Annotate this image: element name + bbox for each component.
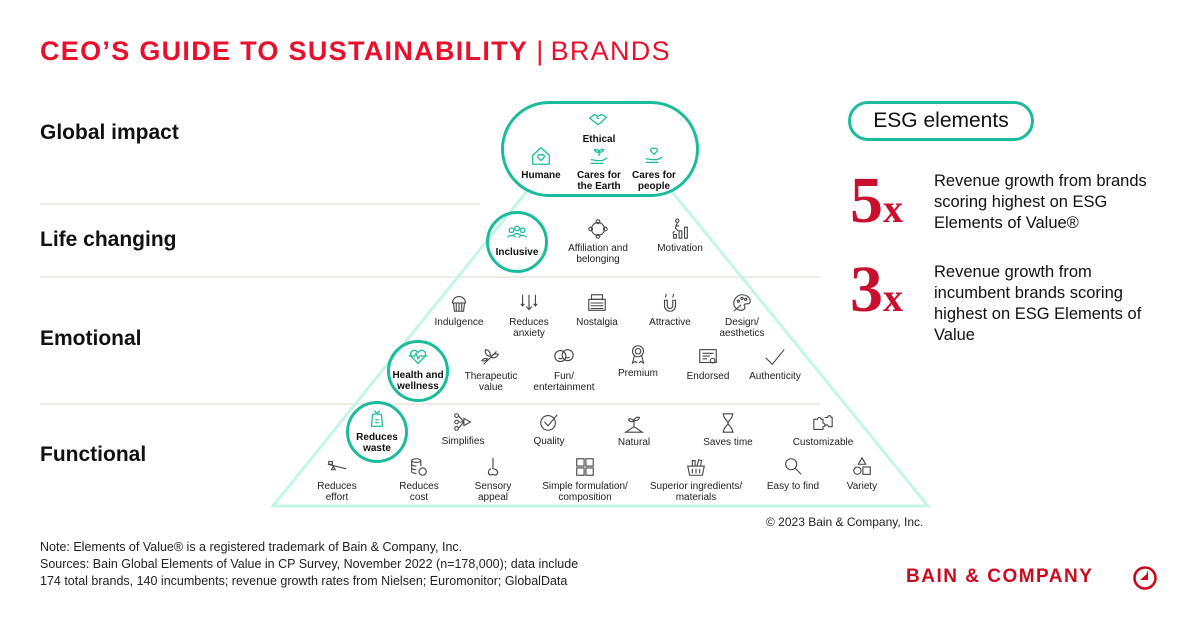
heartbeat-icon (408, 349, 428, 365)
element-fun-entertainment: Fun/ entertainment (514, 346, 614, 393)
element-cares-for-earth: Cares for the Earth (569, 145, 629, 192)
down-arrows-icon (520, 294, 538, 311)
esg-ring-inclusive (486, 211, 548, 273)
element-affiliation: Affiliation and belonging (548, 218, 648, 265)
leaves-icon (481, 349, 500, 365)
tier-divider (40, 276, 820, 278)
page-title: CEO’S GUIDE TO SUSTAINABILITY | BRANDS (40, 36, 671, 67)
bain-logo-text: BAIN & COMPANY (906, 566, 1094, 587)
stat-5x-text: Revenue growth from brands scoring highe… (934, 172, 1147, 232)
element-nostalgia: Nostalgia (547, 292, 647, 328)
element-reduces-anxiety: Reduces anxiety (479, 292, 579, 339)
waste-bag-icon (370, 410, 384, 427)
element-reduces-waste: Reduces waste (347, 407, 407, 454)
element-saves-time: Saves time (678, 412, 778, 448)
element-authenticity: Authenticity (725, 346, 825, 382)
climbing-person-icon (672, 218, 688, 239)
award-ribbon-icon (631, 345, 645, 365)
check-circle-icon (540, 414, 558, 431)
grid-icon (576, 458, 594, 476)
title-separator: | (536, 36, 545, 66)
element-superior-ingredients: Superior ingredients/ materials (636, 456, 756, 503)
tier-label-functional: Functional (40, 443, 147, 466)
basket-icon (687, 458, 705, 476)
chat-faces-icon (554, 349, 574, 363)
magnet-icon (663, 293, 677, 312)
footnotes: Note: Elements of Value® is a registered… (40, 539, 578, 590)
element-reduces-cost: Reduces cost (369, 456, 469, 503)
element-ethical: Ethical (549, 109, 649, 145)
sources-line: Sources: Bain Global Elements of Value i… (40, 557, 579, 571)
element-humane: Humane (511, 145, 571, 181)
element-customizable: Customizable (773, 412, 873, 448)
global-impact-esg-pill (501, 101, 699, 197)
tier-divider (40, 203, 480, 205)
element-premium: Premium (588, 343, 688, 379)
hourglass-icon (722, 413, 734, 433)
esg-ring-health-wellness (387, 340, 449, 402)
element-therapeutic-value: Therapeutic value (441, 346, 541, 393)
copyright: © 2023 Bain & Company, Inc. (766, 515, 924, 529)
element-sensory-appeal: Sensory appeal (443, 456, 543, 503)
element-attractive: Attractive (620, 292, 720, 328)
tier-label-global-impact: Global impact (40, 121, 179, 144)
element-simple-formulation: Simple formulation/ composition (525, 456, 645, 503)
plant-in-hand-icon (590, 148, 608, 164)
certificate-icon (699, 349, 717, 364)
house-heart-icon (532, 146, 550, 165)
esg-ring-reduces-waste (346, 401, 408, 463)
element-simplifies: Simplifies (413, 411, 513, 447)
sprout-icon (623, 416, 645, 433)
people-group-icon (507, 225, 527, 238)
esg-elements-legend: ESG elements (848, 101, 1034, 141)
cupcake-icon (452, 296, 466, 312)
element-motivation: Motivation (630, 218, 730, 254)
element-reduces-effort: Reduces effort (287, 456, 387, 503)
element-endorsed: Endorsed (658, 346, 758, 382)
people-circle-icon (588, 219, 608, 239)
puzzle-icon (813, 415, 833, 430)
stat-5x-value: 5x (850, 164, 903, 237)
note-line: Note: Elements of Value® is a registered… (40, 540, 463, 554)
sources-line: 174 total brands, 140 incumbents; revenu… (40, 574, 568, 588)
stat-3x-value: 3x (850, 253, 903, 326)
shapes-icon (853, 456, 871, 475)
seesaw-icon (327, 460, 347, 471)
element-inclusive: Inclusive (487, 222, 547, 258)
magnifier-icon (785, 458, 802, 475)
checkmark-icon (765, 349, 785, 366)
element-cares-for-people: Cares for people (624, 145, 684, 192)
element-health-wellness: Health and wellness (388, 345, 448, 392)
element-easy-to-find: Easy to find (743, 456, 843, 492)
element-natural: Natural (584, 412, 684, 448)
tier-label-life-changing: Life changing (40, 228, 177, 251)
element-design-aesthetics: Design/ aesthetics (692, 292, 792, 339)
title-sub: BRANDS (550, 36, 671, 66)
typewriter-icon (588, 294, 606, 311)
palette-icon (733, 294, 751, 312)
element-indulgence: Indulgence (409, 292, 509, 328)
heart-in-hand-icon (645, 147, 663, 164)
element-variety: Variety (812, 456, 912, 492)
tier-divider (40, 403, 820, 405)
merge-arrows-icon (454, 413, 472, 431)
title-main: CEO’S GUIDE TO SUSTAINABILITY (40, 36, 529, 66)
coins-icon (411, 458, 427, 476)
tier-label-emotional: Emotional (40, 327, 142, 350)
element-quality: Quality (499, 411, 599, 447)
stat-3x-text: Revenue growth from incumbent brands sco… (934, 263, 1142, 344)
handshake-icon (588, 113, 608, 126)
nose-icon (487, 457, 499, 476)
bain-logo-icon (1133, 566, 1157, 590)
